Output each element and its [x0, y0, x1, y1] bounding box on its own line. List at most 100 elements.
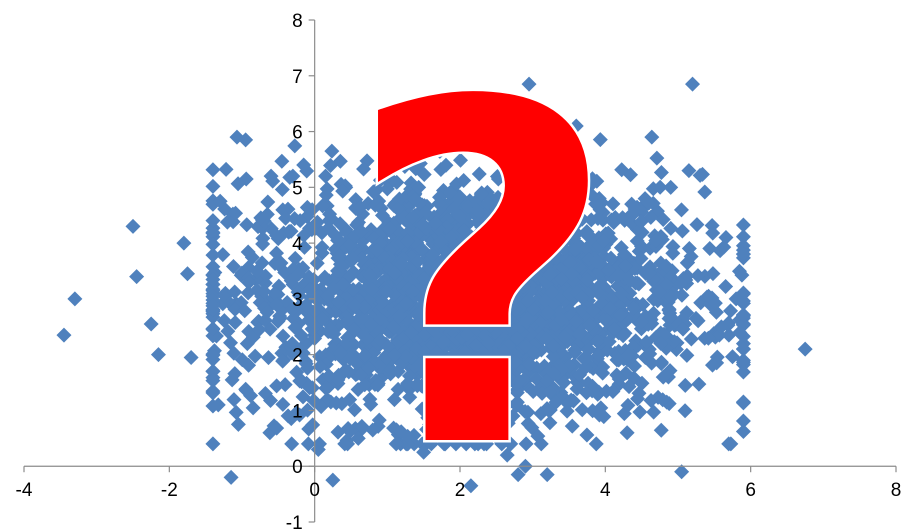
data-point: [371, 412, 387, 428]
data-point: [452, 290, 468, 306]
data-point: [723, 303, 739, 319]
y-tick-label: 7: [292, 67, 303, 88]
data-point: [557, 159, 573, 175]
data-point: [560, 129, 576, 145]
data-point: [564, 418, 580, 434]
data-point: [524, 420, 540, 436]
data-point: [228, 404, 244, 420]
data-point: [436, 436, 452, 452]
data-point: [582, 317, 598, 333]
data-point: [292, 213, 308, 229]
data-point: [528, 371, 544, 387]
data-point: [567, 342, 583, 358]
data-point: [602, 301, 618, 317]
data-point: [663, 220, 679, 236]
data-point: [542, 384, 558, 400]
data-point: [417, 344, 433, 360]
data-point: [662, 363, 678, 379]
data-point: [617, 258, 633, 274]
data-point: [545, 338, 561, 354]
data-point: [494, 390, 510, 406]
data-point: [614, 162, 630, 178]
data-point: [502, 129, 518, 145]
data-point: [433, 233, 449, 249]
data-point: [663, 179, 679, 195]
data-point: [210, 397, 226, 413]
data-point: [262, 321, 278, 337]
data-point: [545, 365, 561, 381]
data-point: [314, 245, 330, 261]
data-point: [224, 372, 240, 388]
data-point: [319, 181, 335, 197]
data-point: [541, 164, 557, 180]
data-point: [473, 261, 489, 277]
data-point: [129, 269, 145, 285]
data-point: [347, 402, 363, 418]
data-point: [568, 314, 584, 330]
question-mark-glyph: ?: [346, 4, 619, 531]
data-point: [285, 168, 301, 184]
data-point: [489, 169, 505, 185]
x-tick-label: 6: [745, 480, 756, 501]
data-point: [496, 343, 512, 359]
data-point: [674, 464, 690, 480]
data-point: [510, 322, 526, 338]
y-tick-label: 1: [292, 401, 303, 422]
data-point: [227, 314, 243, 330]
data-point: [705, 225, 721, 241]
data-point: [577, 360, 593, 376]
data-point: [630, 391, 646, 407]
data-point: [431, 425, 447, 441]
data-point: [588, 254, 604, 270]
data-point: [542, 227, 558, 243]
data-point: [456, 173, 472, 189]
data-point: [393, 256, 409, 272]
data-point: [481, 335, 497, 351]
data-point: [287, 138, 303, 154]
data-point: [398, 349, 414, 365]
data-point: [260, 194, 276, 210]
data-point: [397, 159, 413, 175]
data-point: [299, 360, 315, 376]
data-point: [521, 253, 537, 269]
data-point: [512, 373, 528, 389]
data-point: [318, 168, 334, 184]
data-point: [664, 289, 680, 305]
data-point: [735, 352, 751, 368]
data-point: [479, 436, 495, 452]
data-point: [537, 293, 553, 309]
data-point: [797, 341, 813, 357]
data-point: [416, 444, 432, 460]
data-point: [533, 436, 549, 452]
data-point: [403, 325, 419, 341]
data-point: [535, 239, 551, 255]
data-point: [67, 291, 83, 307]
data-point: [438, 157, 454, 173]
data-point: [735, 424, 751, 440]
data-point: [540, 304, 556, 320]
data-point: [595, 365, 611, 381]
data-point: [509, 385, 525, 401]
data-point: [378, 284, 394, 300]
data-point: [632, 404, 648, 420]
data-point: [511, 228, 527, 244]
data-point: [301, 421, 317, 437]
data-point: [690, 268, 706, 284]
data-point: [735, 341, 751, 357]
data-point: [457, 344, 473, 360]
data-point: [205, 436, 221, 452]
y-tick-label: 0: [292, 457, 303, 478]
data-point: [456, 222, 472, 238]
data-point: [553, 271, 569, 287]
data-point: [205, 259, 221, 275]
data-point: [414, 401, 430, 417]
data-point: [283, 273, 299, 289]
data-point: [389, 174, 405, 190]
data-point: [284, 336, 300, 352]
data-point: [241, 275, 257, 291]
data-point: [364, 281, 380, 297]
data-point: [572, 375, 588, 391]
data-point: [606, 215, 622, 231]
data-point: [471, 166, 487, 182]
data-point: [562, 254, 578, 270]
